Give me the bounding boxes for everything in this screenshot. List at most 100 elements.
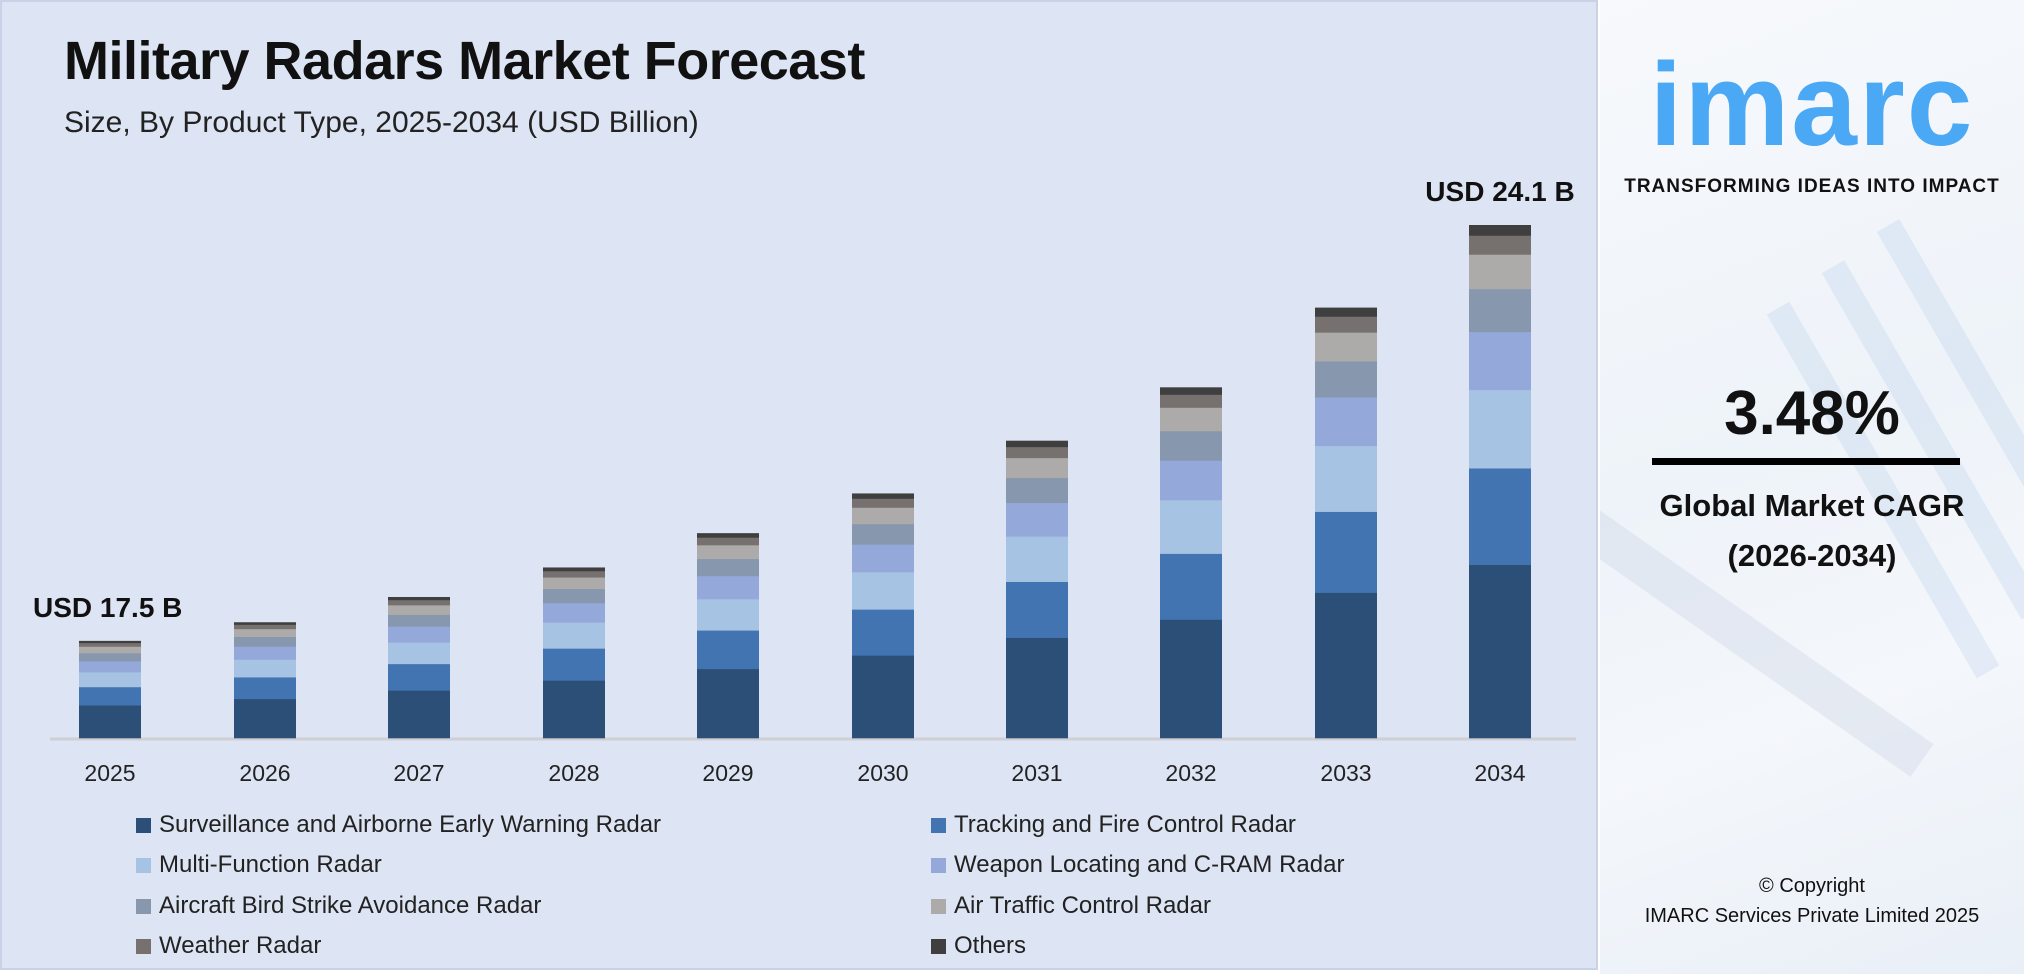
x-tick-label: 2030 (857, 760, 908, 786)
bar-segment-2025-7 (79, 640, 141, 644)
bar-segment-2030-1 (852, 609, 914, 656)
legend-item: Surveillance and Airborne Early Warning … (136, 811, 661, 839)
bar-segment-2027-5 (388, 605, 450, 615)
bar-segment-2032-5 (1160, 407, 1222, 432)
bar-segment-2026-7 (234, 622, 296, 625)
legend-item: Multi-Function Radar (136, 851, 382, 879)
bar-segment-2033-7 (1315, 307, 1377, 317)
bar-segment-2026-4 (234, 636, 296, 647)
bar-segment-2027-4 (388, 614, 450, 627)
bar-stack-2031 (1006, 440, 1068, 739)
bar-segment-2034-5 (1469, 254, 1531, 290)
legend-swatch (931, 857, 946, 873)
bar-segment-2032-4 (1160, 430, 1222, 461)
bar-segment-2032-0 (1160, 619, 1222, 739)
bar-stack-2034 (1469, 225, 1531, 739)
bar-stack-2025 (79, 640, 141, 739)
bar-segment-2033-5 (1315, 332, 1377, 362)
bar-segment-2034-1 (1469, 468, 1531, 565)
bar-segment-2026-6 (234, 624, 296, 630)
bar-segment-2031-0 (1006, 637, 1068, 739)
info-panel: imarc TRANSFORMING IDEAS INTO IMPACT 3.4… (1600, 0, 2024, 974)
legend-swatch (136, 898, 151, 914)
brand-tagline: TRANSFORMING IDEAS INTO IMPACT (1624, 176, 2000, 197)
bar-segment-2025-4 (79, 653, 141, 662)
bar-segment-2033-0 (1315, 592, 1377, 739)
bar-segment-2034-6 (1469, 235, 1531, 255)
bar-segment-2032-7 (1160, 387, 1222, 395)
bar-stack-2032 (1160, 387, 1222, 739)
legend-item: Tracking and Fire Control Radar (931, 811, 1296, 839)
legend-swatch (136, 817, 151, 833)
bar-segment-2026-0 (234, 698, 296, 739)
bar-segment-2031-1 (1006, 581, 1068, 638)
bar-segment-2025-6 (79, 642, 141, 647)
bar-segment-2027-7 (388, 596, 450, 601)
stacked-bar-chart: 2025 2026 2027 2028 2029 2030 2031 2032 2033 2034… (33, 176, 1576, 786)
bar-segment-2028-3 (543, 603, 605, 623)
bar-segment-2027-6 (388, 599, 450, 606)
bar-segment-2026-1 (234, 677, 296, 700)
bar-segment-2034-3 (1469, 331, 1531, 391)
bar-segment-2027-2 (388, 642, 450, 665)
bar-segment-2026-3 (234, 646, 296, 660)
bar-stack-2027 (388, 596, 450, 739)
cagr-period: (2026-2034) (1727, 538, 1897, 573)
bar-segment-2030-7 (852, 493, 914, 499)
bar-segment-2029-7 (697, 533, 759, 538)
legend-label: Weapon Locating and C-RAM Radar (954, 851, 1345, 878)
page-subtitle: Size, By Product Type, 2025-2034 (USD Bi… (64, 106, 699, 139)
page-title: Military Radars Market Forecast (64, 31, 865, 91)
bar-segment-2032-6 (1160, 394, 1222, 408)
total-label-2034: USD 24.1 B (1425, 176, 1574, 207)
x-tick-label: 2026 (239, 760, 290, 786)
bar-segment-2033-2 (1315, 445, 1377, 512)
bar-segment-2031-2 (1006, 536, 1068, 582)
bar-segment-2029-0 (697, 668, 759, 739)
x-tick-label: 2033 (1320, 760, 1371, 786)
bar-segment-2031-4 (1006, 477, 1068, 504)
bar-segment-2029-2 (697, 599, 759, 631)
bar-stack-2026 (234, 622, 296, 739)
bar-segment-2033-4 (1315, 361, 1377, 398)
bar-segment-2030-4 (852, 523, 914, 545)
legend-label: Surveillance and Airborne Early Warning … (159, 811, 662, 838)
bar-segment-2034-2 (1469, 389, 1531, 469)
legend-item: Others (931, 932, 1026, 960)
bar-segment-2031-5 (1006, 457, 1068, 479)
bar-segment-2030-6 (852, 498, 914, 508)
legend-swatch (931, 898, 946, 914)
bar-segment-2028-0 (543, 680, 605, 739)
x-tick-label: 2032 (1165, 760, 1216, 786)
legend-item: Air Traffic Control Radar (931, 892, 1211, 920)
legend-swatch (931, 817, 946, 833)
bar-segment-2029-1 (697, 630, 759, 670)
cagr-label: Global Market CAGR (1659, 488, 1965, 523)
legend-label: Air Traffic Control Radar (954, 892, 1211, 919)
bar-stack-2030 (852, 493, 914, 739)
bar-segment-2032-1 (1160, 553, 1222, 620)
imarc-logo: imarc (1649, 39, 1975, 171)
bar-segment-2033-1 (1315, 511, 1377, 593)
x-tick-label: 2028 (548, 760, 599, 786)
bar-segment-2026-2 (234, 659, 296, 678)
bar-segment-2029-3 (697, 575, 759, 600)
bar-segment-2025-1 (79, 686, 141, 706)
bar-segment-2028-7 (543, 567, 605, 572)
bar-segment-2031-3 (1006, 502, 1068, 537)
x-tick-label: 2025 (84, 760, 135, 786)
legend-swatch (136, 938, 151, 954)
legend-swatch (931, 938, 946, 954)
copyright-company: IMARC Services Private Limited 2025 (1644, 905, 1980, 927)
legend-swatch (136, 857, 151, 873)
bar-segment-2034-0 (1469, 564, 1531, 739)
bar-segment-2033-6 (1315, 316, 1377, 333)
x-tick-label: 2034 (1474, 760, 1525, 786)
bar-segment-2030-2 (852, 571, 914, 610)
bar-segment-2026-5 (234, 628, 296, 637)
bar-segment-2028-1 (543, 648, 605, 681)
cagr-value: 3.48% (1724, 379, 1900, 448)
legend-label: Others (954, 932, 1027, 959)
bar-segment-2028-5 (543, 577, 605, 590)
bar-stack-2028 (543, 567, 605, 739)
